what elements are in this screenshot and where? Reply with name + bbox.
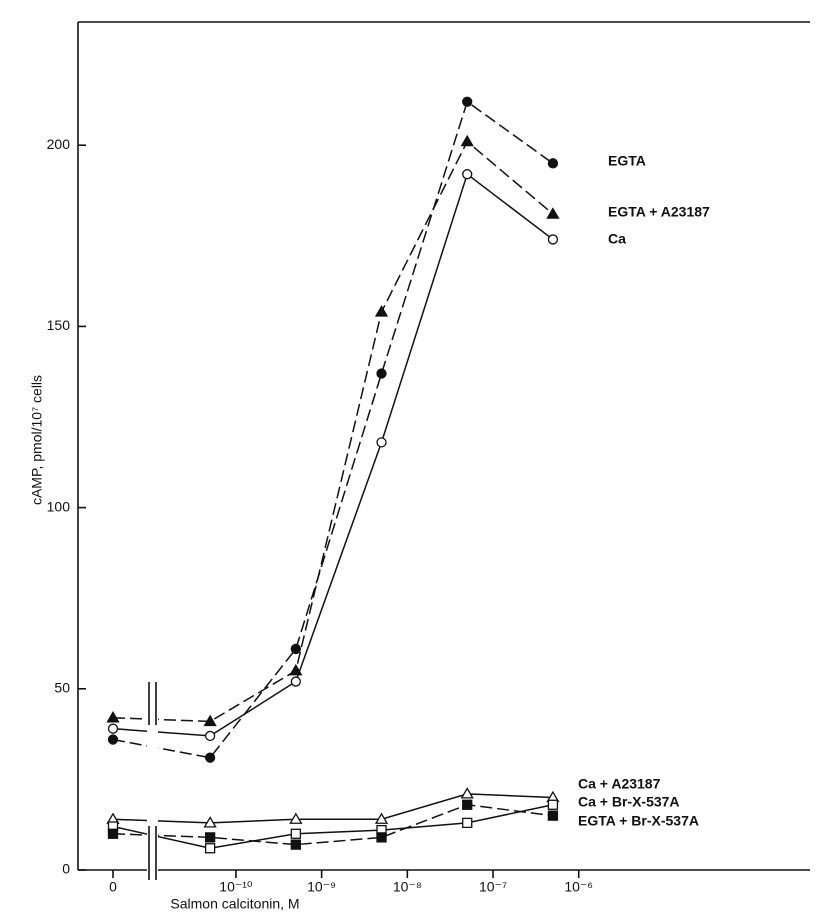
point bbox=[547, 799, 559, 810]
series-label: Ca + A23187 bbox=[578, 776, 661, 792]
point bbox=[107, 828, 119, 839]
point bbox=[462, 817, 473, 829]
point bbox=[290, 839, 301, 850]
y-tick-label: 50 bbox=[54, 680, 70, 696]
point bbox=[204, 832, 216, 843]
x-tick-label: 10⁻⁸ bbox=[393, 879, 422, 895]
point bbox=[107, 723, 119, 734]
series-line bbox=[112, 793, 553, 824]
y-axis-label: cAMP, pmol/10⁷ cells bbox=[29, 375, 45, 505]
point bbox=[204, 730, 216, 742]
point bbox=[204, 843, 216, 854]
series-line bbox=[112, 140, 554, 723]
point bbox=[462, 169, 473, 180]
series-label: EGTA bbox=[608, 153, 646, 169]
point bbox=[203, 816, 217, 828]
point bbox=[290, 676, 301, 687]
series-line bbox=[112, 172, 554, 737]
series-label: Ca bbox=[608, 231, 626, 247]
series-label: EGTA + A23187 bbox=[608, 204, 710, 220]
point bbox=[107, 734, 119, 745]
series-label: EGTA + Br-X-537A bbox=[578, 813, 699, 829]
x-tick-label: 0 bbox=[109, 879, 117, 895]
series-label: Ca + Br-X-537A bbox=[578, 794, 680, 810]
point bbox=[547, 810, 559, 821]
point bbox=[546, 207, 560, 219]
point bbox=[547, 234, 559, 245]
point bbox=[204, 752, 216, 763]
y-tick-label: 0 bbox=[62, 861, 70, 877]
axis-break-gap bbox=[147, 680, 158, 880]
x-tick-label: 10⁻⁷ bbox=[479, 879, 507, 895]
y-tick-label: 150 bbox=[47, 317, 71, 333]
point bbox=[289, 663, 303, 676]
x-tick-label: 10⁻⁶ bbox=[564, 879, 593, 895]
point bbox=[462, 799, 473, 810]
point bbox=[376, 832, 387, 843]
point bbox=[203, 714, 217, 727]
point bbox=[374, 305, 389, 317]
y-tick-label: 100 bbox=[47, 498, 71, 514]
series-line bbox=[112, 804, 554, 850]
point bbox=[462, 96, 473, 107]
x-tick-label: 10⁻¹⁰ bbox=[219, 879, 253, 895]
point bbox=[547, 158, 559, 169]
y-tick-label: 200 bbox=[47, 136, 71, 152]
point bbox=[374, 812, 389, 824]
point bbox=[289, 812, 303, 824]
point bbox=[376, 368, 387, 379]
point bbox=[106, 710, 120, 723]
series-line bbox=[112, 804, 554, 846]
point bbox=[460, 787, 474, 799]
point bbox=[290, 828, 301, 839]
series-line bbox=[112, 100, 554, 759]
point bbox=[376, 437, 387, 448]
point bbox=[460, 134, 474, 147]
x-axis-label: Salmon calcitonin, M bbox=[170, 896, 299, 912]
x-tick-label: 10⁻⁹ bbox=[307, 879, 336, 895]
point bbox=[290, 643, 301, 655]
